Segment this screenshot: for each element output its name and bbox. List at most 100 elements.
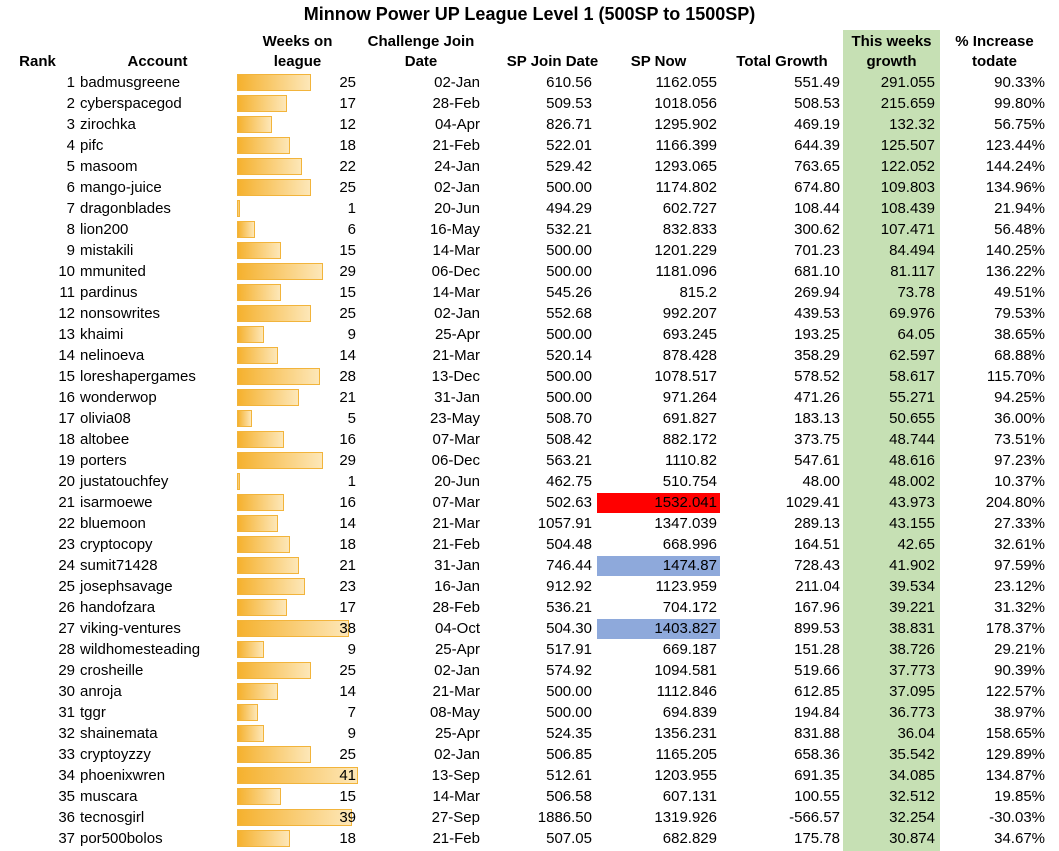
cell-join-date: 21-Mar bbox=[432, 347, 480, 364]
column-header: % Increase todate bbox=[955, 33, 1034, 70]
cell-increase: 129.89% bbox=[985, 746, 1045, 763]
cell-account: nelinoeva bbox=[80, 347, 145, 364]
cell-rank: 20 bbox=[58, 473, 75, 490]
cell-sp-now: 1181.096 bbox=[655, 263, 717, 280]
cell-sp-join: 507.05 bbox=[546, 830, 592, 847]
cell-total-growth: 728.43 bbox=[794, 557, 840, 574]
cell-account: wonderwop bbox=[80, 389, 157, 406]
cell-account: crosheille bbox=[80, 662, 144, 679]
cell-total-growth: 194.84 bbox=[794, 704, 840, 721]
column-header: SP Now bbox=[630, 53, 687, 70]
cell-sp-join: 912.92 bbox=[546, 578, 592, 595]
cell-sp-now: 1018.056 bbox=[654, 95, 717, 112]
cell-weekly-growth: 132.32 bbox=[889, 116, 935, 133]
cell-highlight bbox=[597, 619, 720, 639]
sheet-title: Minnow Power UP League Level 1 (500SP to… bbox=[303, 4, 756, 24]
cell-weeks: 25 bbox=[339, 305, 356, 322]
cell-weekly-growth: 55.271 bbox=[889, 389, 935, 406]
cell-rank: 28 bbox=[58, 641, 75, 658]
cell-join-date: 21-Mar bbox=[432, 515, 480, 532]
weeks-bar bbox=[237, 200, 240, 217]
weeks-bar bbox=[237, 683, 279, 700]
cell-sp-now: 971.264 bbox=[662, 389, 717, 406]
cell-weeks: 29 bbox=[339, 452, 356, 469]
cell-increase: 115.70% bbox=[986, 368, 1045, 385]
cell-increase: 27.33% bbox=[994, 515, 1045, 532]
cell-total-growth: 578.52 bbox=[794, 368, 840, 385]
weeks-bar bbox=[237, 473, 240, 490]
cell-join-date: 06-Dec bbox=[431, 452, 480, 469]
cell-sp-now: 693.245 bbox=[662, 326, 717, 343]
cell-rank: 35 bbox=[58, 788, 75, 805]
cell-weekly-growth: 39.221 bbox=[889, 599, 935, 616]
cell-account: cyberspacegod bbox=[80, 95, 182, 112]
cell-weekly-growth: 36.773 bbox=[889, 704, 935, 721]
cell-increase: 49.51% bbox=[994, 284, 1045, 301]
cell-sp-now: 815.2 bbox=[679, 284, 717, 301]
cell-weekly-growth: 38.726 bbox=[889, 641, 935, 658]
cell-increase: 29.21% bbox=[994, 641, 1045, 658]
cell-sp-join: 563.21 bbox=[546, 452, 592, 469]
cell-weekly-growth: 125.507 bbox=[880, 137, 935, 154]
cell-sp-join: 610.56 bbox=[546, 74, 592, 91]
cell-increase: 34.67% bbox=[994, 830, 1045, 847]
cell-sp-now: 510.754 bbox=[662, 473, 717, 490]
cell-account: tecnosgirl bbox=[80, 809, 145, 826]
cell-account: shainemata bbox=[80, 725, 158, 742]
cell-weeks: 38 bbox=[339, 620, 356, 637]
cell-weekly-growth: 35.542 bbox=[889, 746, 935, 763]
cell-sp-join: 500.00 bbox=[546, 326, 592, 343]
cell-sp-join: 536.21 bbox=[546, 599, 592, 616]
cell-rank: 36 bbox=[58, 809, 75, 826]
cell-account: mistakili bbox=[80, 242, 134, 259]
cell-increase: 99.80% bbox=[994, 95, 1045, 112]
cell-weeks: 14 bbox=[339, 515, 356, 532]
cell-weeks: 25 bbox=[339, 74, 356, 91]
cell-weekly-growth: 81.117 bbox=[890, 263, 935, 280]
weeks-bar bbox=[237, 368, 320, 385]
cell-rank: 33 bbox=[58, 746, 75, 763]
weeks-bar bbox=[237, 830, 291, 847]
weeks-bar bbox=[237, 704, 258, 721]
cell-increase: 94.25% bbox=[994, 389, 1045, 406]
weeks-bar bbox=[237, 515, 279, 532]
cell-rank: 16 bbox=[58, 389, 75, 406]
cell-join-date: 13-Dec bbox=[431, 368, 480, 385]
cell-total-growth: 439.53 bbox=[794, 305, 840, 322]
cell-sp-now: 694.839 bbox=[662, 704, 717, 721]
column-header: Account bbox=[127, 53, 188, 70]
cell-rank: 15 bbox=[58, 368, 75, 385]
cell-sp-join: 574.92 bbox=[546, 662, 592, 679]
cell-weeks: 25 bbox=[339, 746, 356, 763]
column-header: Challenge Join Date bbox=[367, 33, 475, 70]
cell-sp-join: 529.42 bbox=[546, 158, 592, 175]
weeks-bar bbox=[237, 431, 285, 448]
column-header: This weeks growth bbox=[851, 33, 932, 70]
cell-sp-join: 494.29 bbox=[546, 200, 592, 217]
column-header: SP Join Date bbox=[506, 53, 599, 70]
weeks-bar bbox=[237, 599, 288, 616]
cell-total-growth: 551.49 bbox=[794, 74, 840, 91]
cell-sp-join: 520.14 bbox=[546, 347, 592, 364]
cell-sp-now: 1094.581 bbox=[654, 662, 717, 679]
cell-weeks: 15 bbox=[339, 284, 356, 301]
cell-weeks: 21 bbox=[339, 557, 356, 574]
weeks-bar bbox=[237, 767, 358, 784]
cell-weekly-growth: 108.439 bbox=[880, 200, 935, 217]
cell-weeks: 23 bbox=[339, 578, 356, 595]
cell-sp-join: 1886.50 bbox=[537, 809, 592, 826]
cell-rank: 23 bbox=[58, 536, 75, 553]
cell-account: olivia08 bbox=[80, 410, 131, 427]
cell-sp-join: 826.71 bbox=[546, 116, 592, 133]
cell-join-date: 25-Apr bbox=[434, 725, 480, 742]
weeks-bar bbox=[237, 305, 311, 322]
cell-increase: 97.23% bbox=[994, 452, 1045, 469]
cell-rank: 21 bbox=[58, 494, 75, 511]
cell-sp-now: 1347.039 bbox=[654, 515, 717, 532]
cell-increase: 32.61% bbox=[994, 536, 1045, 553]
cell-sp-now: 878.428 bbox=[662, 347, 717, 364]
weeks-bar bbox=[237, 95, 288, 112]
cell-sp-join: 500.00 bbox=[546, 683, 592, 700]
cell-increase: 90.33% bbox=[994, 74, 1045, 91]
cell-account: por500bolos bbox=[80, 830, 163, 847]
